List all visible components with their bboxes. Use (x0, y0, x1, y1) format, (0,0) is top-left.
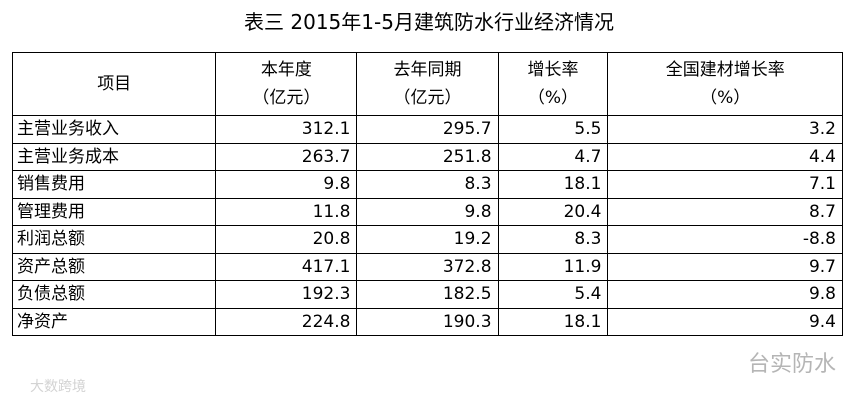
header-row: 项目 本年度 （亿元） 去年同期 （亿元） 增长率 （%） 全国建材增长率 （%） (11, 52, 843, 116)
header-cell: 本年度 （亿元） (215, 52, 358, 116)
table-row: 销售费用 9.8 8.3 18.1 7.1 (11, 170, 843, 199)
row-label: 负债总额 (11, 280, 217, 309)
value-cell: 5.5 (497, 115, 609, 144)
table-row: 管理费用 11.8 9.8 20.4 8.7 (11, 197, 843, 226)
header-cell: 项目 (11, 52, 217, 116)
value-cell: 18.1 (497, 170, 609, 199)
value-cell: 9.7 (607, 252, 843, 281)
value-cell: 4.4 (607, 142, 843, 171)
header-cell: 去年同期 （亿元） (356, 52, 499, 116)
value-cell: 9.8 (215, 170, 358, 199)
value-cell: 11.8 (215, 197, 358, 226)
value-cell: 263.7 (215, 142, 358, 171)
header-cell: 增长率 （%） (497, 52, 609, 116)
value-cell: 295.7 (356, 115, 499, 144)
value-cell: -8.8 (607, 225, 843, 254)
header-text: 全国建材增长率 (665, 60, 785, 80)
value-cell: 11.9 (497, 252, 609, 281)
header-text: （亿元） (252, 88, 321, 108)
table-title: 表三 2015年1-5月建筑防水行业经济情况 (244, 10, 614, 34)
value-cell: 4.7 (497, 142, 609, 171)
value-cell: 182.5 (356, 280, 499, 309)
row-label: 销售费用 (11, 170, 217, 199)
row-label: 主营业务收入 (11, 115, 217, 144)
table-head: 项目 本年度 （亿元） 去年同期 （亿元） 增长率 （%） 全国建材增长率 （%） (11, 52, 843, 116)
header-text: 去年同期 (393, 60, 462, 80)
value-cell: 7.1 (607, 170, 843, 199)
table-row: 负债总额 192.3 182.5 5.4 9.8 (11, 280, 843, 309)
header-cell: 全国建材增长率 （%） (607, 52, 843, 116)
table-body: 主营业务收入 312.1 295.7 5.5 3.2 主营业务成本 263.7 251.8 4.… (11, 115, 843, 336)
header-text: 项目 (97, 74, 132, 94)
header-text: （%） (700, 88, 751, 108)
row-label: 管理费用 (11, 197, 217, 226)
value-cell: 18.1 (497, 307, 609, 336)
value-cell: 8.7 (607, 197, 843, 226)
value-cell: 9.8 (356, 197, 499, 226)
value-cell: 5.4 (497, 280, 609, 309)
row-label: 利润总额 (11, 225, 217, 254)
value-cell: 312.1 (215, 115, 358, 144)
table-row: 净资产 224.8 190.3 18.1 9.4 (11, 307, 843, 336)
value-cell: 372.8 (356, 252, 499, 281)
header-text: （%） (527, 88, 579, 108)
table-row: 主营业务收入 312.1 295.7 5.5 3.2 (11, 115, 843, 144)
table-row: 资产总额 417.1 372.8 11.9 9.7 (11, 252, 843, 281)
value-cell: 8.3 (356, 170, 499, 199)
watermark: 大数跨境 (30, 379, 86, 395)
value-cell: 19.2 (356, 225, 499, 254)
data-table: 项目 本年度 （亿元） 去年同期 （亿元） 增长率 （%） 全国建材增长率 （%） 主营业务收入… (11, 52, 843, 336)
header-text: （亿元） (393, 88, 462, 108)
table-row: 主营业务成本 263.7 251.8 4.7 4.4 (11, 142, 843, 171)
header-text: 增长率 (527, 60, 579, 80)
value-cell: 224.8 (215, 307, 358, 336)
row-label: 净资产 (11, 307, 217, 336)
value-cell: 251.8 (356, 142, 499, 171)
value-cell: 20.8 (215, 225, 358, 254)
value-cell: 9.4 (607, 307, 843, 336)
value-cell: 417.1 (215, 252, 358, 281)
row-label: 资产总额 (11, 252, 217, 281)
header-text: 本年度 (260, 60, 312, 80)
value-cell: 20.4 (497, 197, 609, 226)
row-label: 主营业务成本 (11, 142, 217, 171)
value-cell: 8.3 (497, 225, 609, 254)
table-row: 利润总额 20.8 19.2 8.3 -8.8 (11, 225, 843, 254)
value-cell: 190.3 (356, 307, 499, 336)
watermark: 台实防水 (747, 352, 836, 377)
value-cell: 3.2 (607, 115, 843, 144)
value-cell: 9.8 (607, 280, 843, 309)
value-cell: 192.3 (215, 280, 358, 309)
